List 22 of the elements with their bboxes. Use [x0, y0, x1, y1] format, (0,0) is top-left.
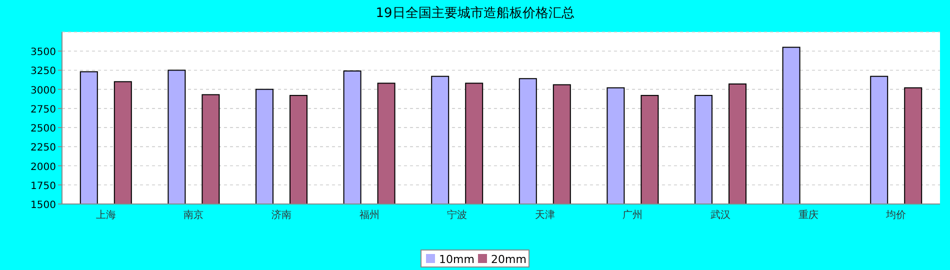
y-tick-label: 1750: [30, 180, 56, 192]
legend-label: 10mm: [439, 253, 474, 266]
y-tick-label: 3500: [30, 47, 56, 58]
y-tick-label: 2750: [30, 104, 56, 116]
y-tick-label: 1500: [30, 200, 56, 211]
y-tick-label: 2250: [30, 142, 56, 154]
y-tick-label: 3250: [30, 66, 56, 78]
x-tick-label: 武汉: [710, 209, 730, 221]
legend-label: 20mm: [491, 253, 526, 266]
y-tick-label: 2500: [30, 124, 56, 135]
y-tick-label: 3000: [30, 85, 56, 96]
x-tick-label: 福州: [359, 209, 380, 221]
y-tick-label: 2000: [30, 162, 56, 173]
x-tick-label: 均价: [885, 209, 906, 221]
x-tick-label: 广州: [622, 209, 643, 221]
chart-title: 19日全国主要城市造船板价格汇总: [376, 5, 574, 21]
x-tick-label: 重庆: [798, 209, 818, 221]
x-tick-label: 宁波: [447, 209, 468, 221]
x-tick-label: 南京: [184, 209, 204, 221]
x-tick-label: 天津: [534, 209, 555, 221]
x-tick-label: 济南: [272, 209, 292, 221]
x-tick-label: 上海: [96, 209, 116, 221]
